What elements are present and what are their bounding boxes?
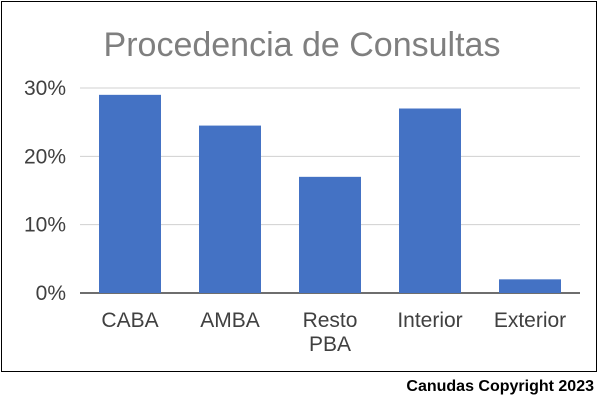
bar-chart: Procedencia de Consultas 0% 10% 20% 30% CAB… [24, 26, 580, 356]
y-tick-label: 0% [36, 282, 66, 305]
y-tick-label: 10% [24, 214, 66, 237]
y-tick-label: 20% [24, 145, 66, 168]
x-category-label: AMBA [200, 309, 260, 332]
chart-title: Procedencia de Consultas [104, 26, 501, 64]
bar [399, 108, 461, 293]
chart-frame: Procedencia de Consultas 0% 10% 20% 30% CAB… [1, 1, 597, 372]
x-category-label: Exterior [494, 309, 566, 332]
x-category-label: CABA [101, 309, 158, 332]
bar [299, 176, 361, 293]
x-category-label: Interior [397, 309, 462, 332]
copyright-text: Canudas Copyright 2023 [406, 378, 594, 395]
bar [99, 94, 161, 293]
x-category-label: Resto PBA [303, 309, 358, 356]
bar [199, 125, 261, 293]
bar [499, 279, 561, 293]
y-tick-label: 30% [24, 77, 66, 100]
